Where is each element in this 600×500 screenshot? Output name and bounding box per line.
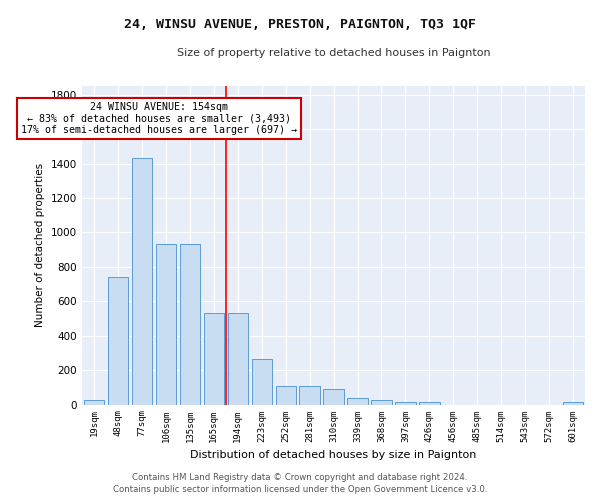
Bar [299, 386, 320, 404]
Y-axis label: Number of detached properties: Number of detached properties [35, 163, 46, 328]
Bar [203, 314, 224, 404]
Bar [371, 400, 392, 404]
Bar [323, 389, 344, 404]
Bar [132, 158, 152, 404]
Bar [275, 386, 296, 404]
Bar [180, 244, 200, 404]
Bar [251, 359, 272, 405]
Title: Size of property relative to detached houses in Paignton: Size of property relative to detached ho… [177, 48, 490, 58]
Text: 24, WINSU AVENUE, PRESTON, PAIGNTON, TQ3 1QF: 24, WINSU AVENUE, PRESTON, PAIGNTON, TQ3… [124, 18, 476, 30]
Text: 24 WINSU AVENUE: 154sqm  
← 83% of detached houses are smaller (3,493)
17% of se: 24 WINSU AVENUE: 154sqm ← 83% of detache… [21, 102, 297, 135]
X-axis label: Distribution of detached houses by size in Paignton: Distribution of detached houses by size … [190, 450, 477, 460]
Text: Contains HM Land Registry data © Crown copyright and database right 2024.
Contai: Contains HM Land Registry data © Crown c… [113, 472, 487, 494]
Bar [347, 398, 368, 404]
Bar [227, 314, 248, 404]
Bar [156, 244, 176, 404]
Bar [563, 402, 583, 404]
Bar [419, 402, 440, 404]
Bar [395, 402, 416, 404]
Bar [108, 277, 128, 404]
Bar [84, 400, 104, 404]
